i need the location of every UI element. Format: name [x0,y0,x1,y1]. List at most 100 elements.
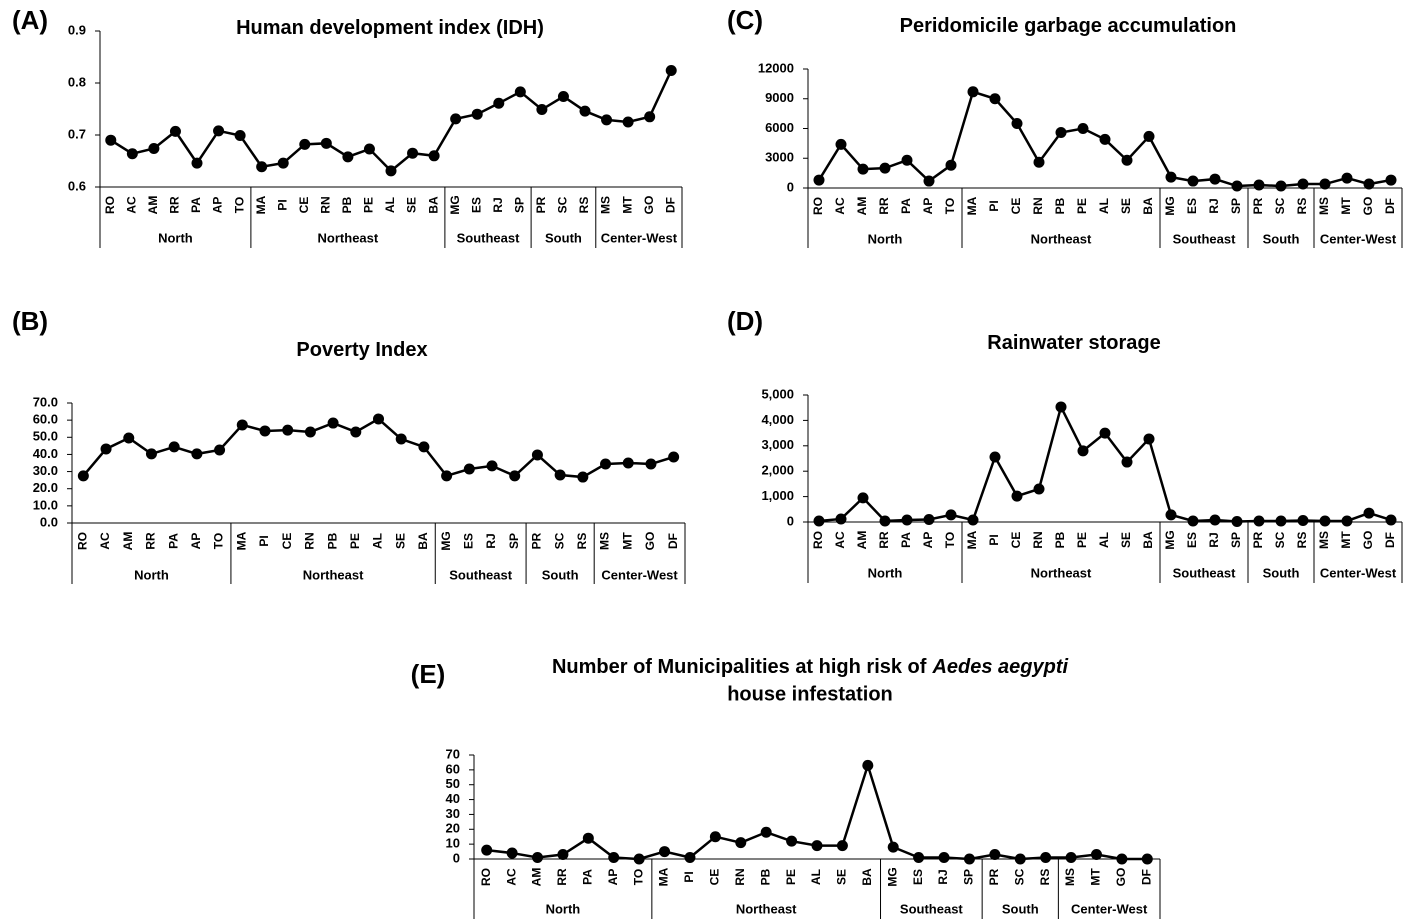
data-point [481,844,493,856]
data-point [1319,515,1331,527]
x-tick-label: PI [987,200,1001,211]
x-tick-label: TO [631,869,645,885]
data-point [945,159,957,171]
y-tick-label: 0.7 [68,126,86,141]
data-point [1385,174,1397,186]
x-tick-label: SC [1012,868,1026,885]
x-tick-label: DF [663,197,677,213]
x-tick-label: RS [575,533,589,550]
x-tick-label: AL [383,197,397,213]
data-point [463,463,475,475]
data-point [601,114,613,126]
data-point [659,846,671,858]
group-label: Center-West [601,230,678,245]
x-tick-label: AL [1097,198,1111,214]
x-tick-label: GO [642,196,656,215]
x-tick-label: SP [962,869,976,885]
data-point [1077,123,1089,134]
data-point [813,515,825,527]
data-point [277,157,289,169]
group-label: Center-West [1071,901,1148,916]
x-tick-label: MT [620,532,634,550]
data-point [486,460,498,472]
x-tick-label: PE [362,197,376,213]
x-tick-label: PR [1251,197,1265,214]
data-point [989,93,1001,105]
x-tick-label: CE [1009,198,1023,215]
x-tick-label: DF [1383,198,1397,214]
data-point [256,161,268,173]
y-tick-label: 20.0 [33,480,58,495]
x-tick-label: RN [733,868,747,885]
x-tick-label: RS [1295,198,1309,215]
group-label: South [542,567,579,582]
x-tick-label: AL [809,869,823,885]
data-point [923,513,935,525]
data-point [1099,133,1111,145]
chart-title: Number of Municipalities at high risk of… [552,656,1069,678]
data-point [923,175,935,187]
x-tick-label: PA [899,532,913,548]
x-tick-label: RJ [1207,198,1221,213]
x-tick-label: RS [1038,869,1052,886]
data-point [1121,154,1133,166]
chart-title: Rainwater storage [987,332,1160,354]
data-point [145,448,157,460]
x-tick-label: TO [943,532,957,548]
chart: (A) Human development index (IDH) 0.6 0.7 0.… [12,5,683,248]
x-tick-label: RR [877,197,891,215]
data-point [506,847,518,859]
data-point [813,174,825,186]
data-point [1055,126,1067,138]
x-tick-label: DF [666,533,680,549]
data-point [1341,515,1353,527]
x-tick-label: SP [1229,198,1243,214]
data-point [1275,515,1287,527]
data-point [901,154,913,166]
x-tick-label: AM [530,868,544,887]
data-point [1385,514,1397,526]
data-point [514,86,526,98]
x-tick-label: MT [1339,197,1353,215]
data-point [123,432,135,444]
x-tick-label: RN [1031,531,1045,548]
x-tick-label: SE [1119,198,1133,214]
x-tick-label: BA [1141,197,1155,215]
data-line [110,69,673,173]
data-point [811,840,823,852]
data-line [818,403,1392,523]
x-tick-label: MS [1317,531,1331,549]
x-tick-label: SC [556,196,570,213]
x-tick-label: AM [855,531,869,550]
x-tick-label: MA [254,195,268,214]
y-tick-label: 30.0 [33,463,58,478]
data-point [938,852,950,864]
group-label: South [1263,565,1300,580]
y-tick-label: 3000 [765,150,794,165]
x-tick-label: RR [555,868,569,886]
x-tick-label: PR [534,196,548,213]
data-point [105,134,117,146]
group-label: North [134,567,169,582]
x-tick-label: SC [1273,531,1287,548]
panel-label: (D) [727,306,763,336]
y-tick-label: 20 [446,821,460,836]
x-tick-label: TO [232,197,246,213]
group-label: North [868,565,903,580]
title-text: Human development index (IDH) [236,17,544,39]
x-tick-label: CE [280,533,294,550]
x-tick-label: PI [987,534,1001,545]
x-tick-label: PE [348,533,362,549]
data-point [665,65,677,77]
x-tick-label: PE [1075,198,1089,214]
data-point [471,108,483,120]
data-point [1187,515,1199,527]
x-tick-label: BA [416,532,430,550]
x-tick-label: MT [620,196,634,214]
x-tick-label: MS [1063,868,1077,886]
y-tick-label: 0.0 [40,514,58,529]
x-tick-label: PR [987,868,1001,885]
data-point [913,852,925,864]
y-tick-label: 70.0 [33,394,58,409]
